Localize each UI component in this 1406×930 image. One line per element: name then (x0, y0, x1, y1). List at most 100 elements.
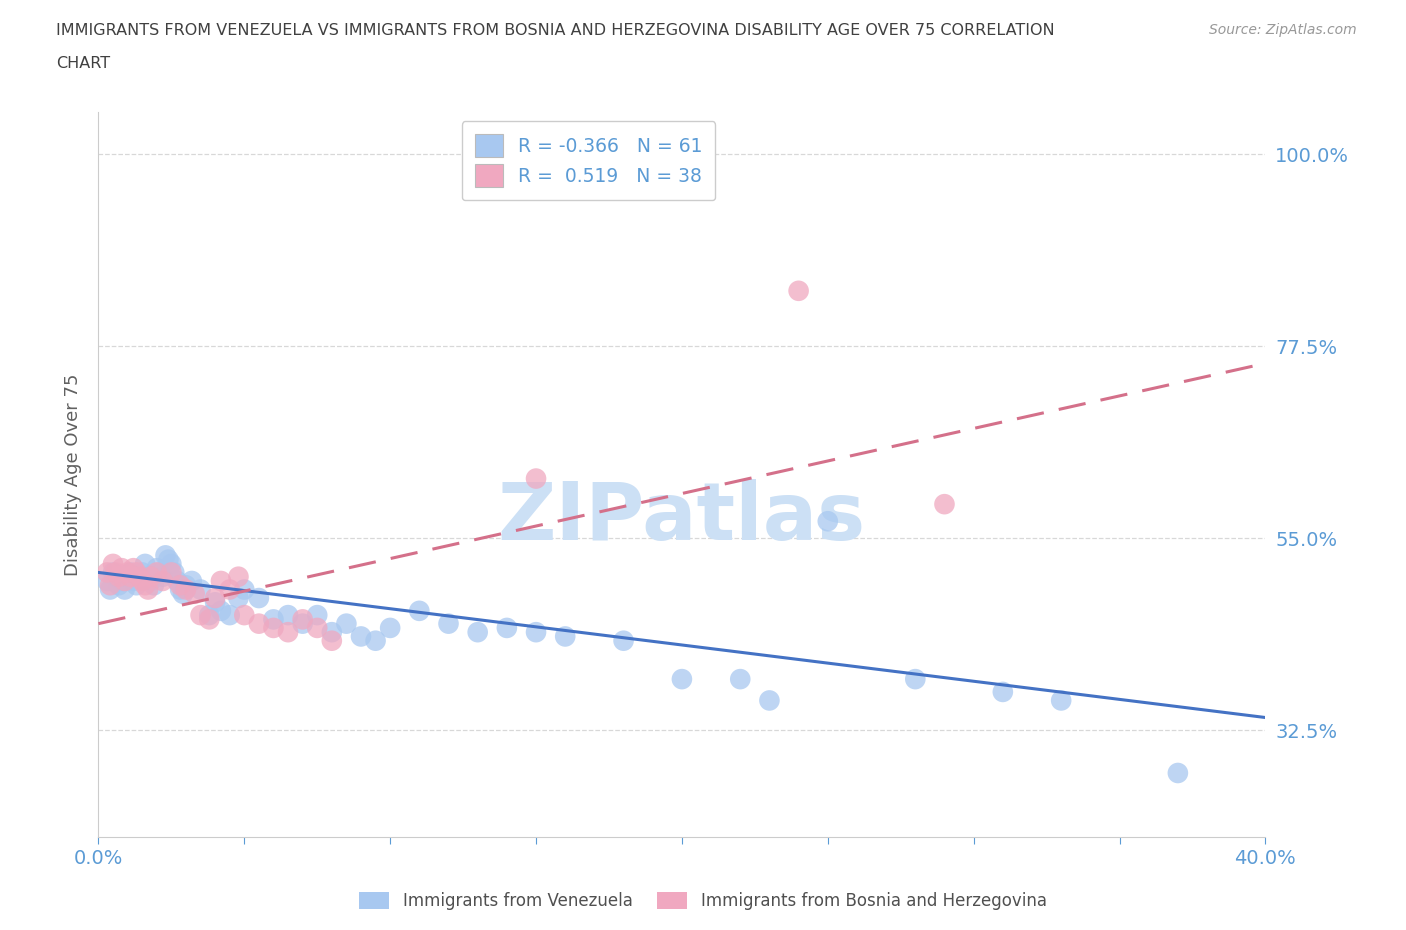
Point (111, 574, 134, 589)
Point (817, 513, 839, 528)
Point (125, 565, 148, 580)
Point (111, 561, 134, 576)
Point (160, 565, 183, 580)
Point (307, 607, 329, 622)
Point (128, 569, 150, 584)
Point (277, 625, 299, 640)
Point (467, 625, 489, 640)
Point (98, 578, 121, 592)
Point (277, 607, 299, 622)
Point (146, 561, 169, 576)
Legend: Immigrants from Venezuela, Immigrants from Bosnia and Herzegovina: Immigrants from Venezuela, Immigrants fr… (353, 885, 1053, 917)
Point (96, 574, 118, 589)
Point (262, 620, 284, 635)
Point (134, 578, 156, 592)
Point (198, 607, 221, 622)
Point (204, 595, 226, 610)
Point (291, 612, 314, 627)
Point (228, 591, 250, 605)
Point (169, 582, 191, 597)
Point (1050, 693, 1073, 708)
Point (120, 569, 142, 584)
Point (149, 565, 172, 580)
Point (108, 569, 131, 584)
Point (262, 612, 284, 627)
Point (291, 617, 314, 631)
Point (496, 620, 519, 635)
Point (228, 569, 250, 584)
Point (117, 565, 139, 580)
Point (160, 556, 183, 571)
Point (190, 582, 212, 597)
Point (136, 569, 159, 584)
Point (134, 556, 156, 571)
Point (380, 620, 402, 635)
Point (139, 574, 162, 589)
Point (671, 671, 693, 686)
Point (96, 565, 118, 580)
Text: ZIPatlas: ZIPatlas (498, 479, 866, 557)
Point (190, 607, 212, 622)
Point (307, 620, 329, 635)
Point (247, 617, 270, 631)
Point (233, 582, 256, 597)
Point (139, 569, 162, 584)
Point (180, 574, 202, 589)
Point (114, 574, 136, 589)
Point (218, 582, 240, 597)
Point (104, 569, 127, 584)
Point (991, 684, 1014, 699)
Point (128, 569, 150, 584)
Point (437, 617, 460, 631)
Point (131, 565, 153, 580)
Y-axis label: Disability Age Over 75: Disability Age Over 75 (63, 373, 82, 576)
Point (209, 574, 232, 589)
Point (321, 633, 343, 648)
Point (612, 633, 634, 648)
Point (114, 582, 136, 597)
Point (1167, 765, 1189, 780)
Point (152, 569, 174, 584)
Point (169, 578, 191, 592)
Point (146, 565, 169, 580)
Point (350, 629, 373, 644)
Point (524, 472, 547, 486)
Point (101, 565, 124, 580)
Point (163, 565, 186, 580)
Point (233, 607, 256, 622)
Point (183, 586, 205, 601)
Point (934, 497, 956, 512)
Text: CHART: CHART (56, 56, 110, 71)
Point (408, 604, 430, 618)
Point (122, 561, 145, 576)
Point (524, 625, 547, 640)
Point (152, 574, 174, 589)
Point (198, 612, 221, 627)
Point (218, 607, 240, 622)
Point (554, 629, 576, 644)
Point (157, 552, 180, 567)
Point (104, 565, 127, 580)
Point (120, 565, 142, 580)
Point (172, 586, 194, 601)
Point (174, 578, 197, 592)
Point (117, 569, 139, 584)
Point (142, 578, 165, 592)
Point (204, 591, 226, 605)
Point (131, 574, 153, 589)
Point (247, 591, 270, 605)
Point (174, 582, 197, 597)
Point (108, 578, 131, 592)
Point (98, 582, 121, 597)
Point (904, 671, 927, 686)
Point (364, 633, 387, 648)
Point (125, 578, 148, 592)
Point (136, 582, 159, 597)
Text: Source: ZipAtlas.com: Source: ZipAtlas.com (1209, 23, 1357, 37)
Point (166, 574, 188, 589)
Point (758, 693, 780, 708)
Point (155, 548, 177, 563)
Point (730, 671, 752, 686)
Point (122, 574, 145, 589)
Point (321, 625, 343, 640)
